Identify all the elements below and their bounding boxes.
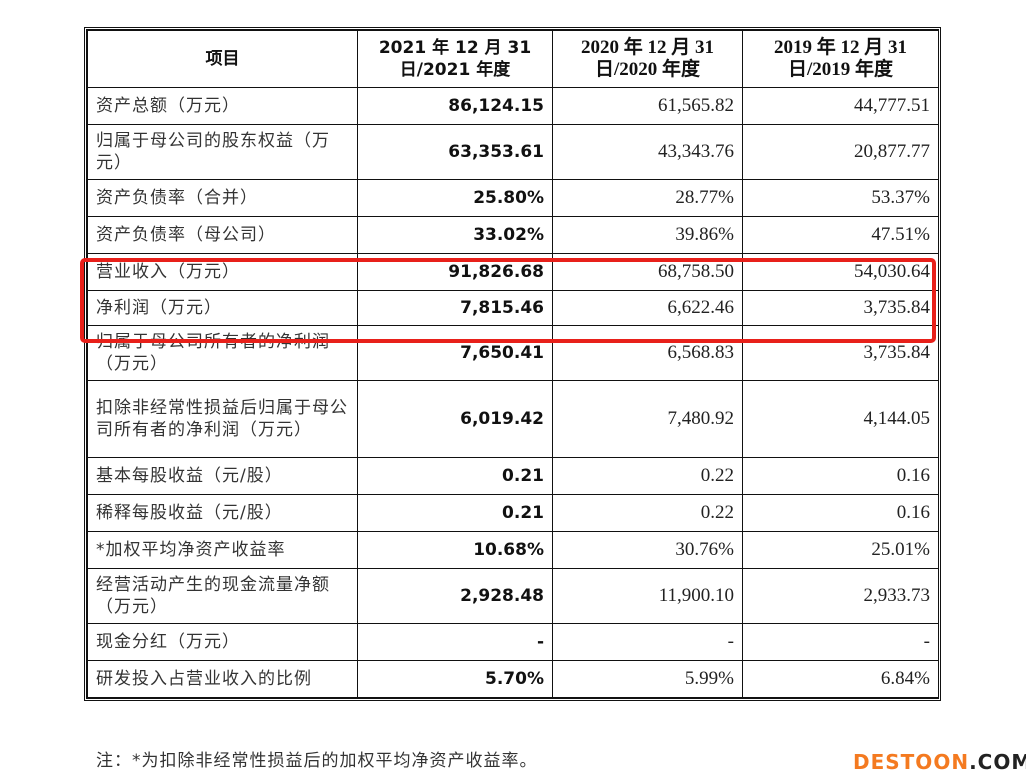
value-2019: 2,933.73 bbox=[742, 568, 939, 624]
value-2021: 5.70% bbox=[357, 660, 553, 698]
value-2020: 5.99% bbox=[552, 660, 743, 698]
table-row-revenue: 营业收入（万元） 91,826.68 68,758.50 54,030.64 bbox=[87, 253, 939, 291]
row-label: 现金分红（万元） bbox=[87, 623, 358, 661]
value-2021: 2,928.48 bbox=[357, 568, 553, 624]
value-2020: 11,900.10 bbox=[552, 568, 743, 624]
value-2021: 86,124.15 bbox=[357, 87, 553, 125]
value-2021: 6,019.42 bbox=[357, 380, 553, 458]
table-row: *加权平均净资产收益率 10.68% 30.76% 25.01% bbox=[87, 531, 939, 569]
value-2019: 3,735.84 bbox=[742, 290, 939, 326]
table-row-net-profit: 净利润（万元） 7,815.46 6,622.46 3,735.84 bbox=[87, 290, 939, 326]
header-2020: 2020 年 12 月 31 日/2020 年度 bbox=[552, 30, 743, 88]
value-2020: 6,622.46 bbox=[552, 290, 743, 326]
value-2021: 63,353.61 bbox=[357, 124, 553, 180]
row-label: 资产负债率（合并） bbox=[87, 179, 358, 217]
table-row: 归属于母公司的股东权益（万元） 63,353.61 43,343.76 20,8… bbox=[87, 124, 939, 180]
row-label: 研发投入占营业收入的比例 bbox=[87, 660, 358, 698]
value-2020: 43,343.76 bbox=[552, 124, 743, 180]
value-2020: 39.86% bbox=[552, 216, 743, 254]
value-2021: 7,815.46 bbox=[357, 290, 553, 326]
table-row: 经营活动产生的现金流量净额（万元） 2,928.48 11,900.10 2,9… bbox=[87, 568, 939, 624]
header-2019: 2019 年 12 月 31 日/2019 年度 bbox=[742, 30, 939, 88]
value-2019: 53.37% bbox=[742, 179, 939, 217]
watermark-brand: DESTOON bbox=[853, 750, 970, 774]
value-2021: 91,826.68 bbox=[357, 253, 553, 291]
row-label: 稀释每股收益（元/股） bbox=[87, 494, 358, 532]
value-2020: 7,480.92 bbox=[552, 380, 743, 458]
value-2019: 25.01% bbox=[742, 531, 939, 569]
value-2021: 0.21 bbox=[357, 494, 553, 532]
header-item: 项目 bbox=[87, 30, 358, 88]
value-2019: - bbox=[742, 623, 939, 661]
table-row: 研发投入占营业收入的比例 5.70% 5.99% 6.84% bbox=[87, 660, 939, 698]
row-label: 归属于母公司的股东权益（万元） bbox=[87, 124, 358, 180]
header-2021: 2021 年 12 月 31 日/2021 年度 bbox=[357, 30, 553, 88]
value-2021: 33.02% bbox=[357, 216, 553, 254]
value-2019: 3,735.84 bbox=[742, 325, 939, 381]
footnote: 注：*为扣除非经常性损益后的加权平均净资产收益率。 bbox=[96, 751, 538, 771]
value-2021: 25.80% bbox=[357, 179, 553, 217]
value-2019: 44,777.51 bbox=[742, 87, 939, 125]
value-2020: - bbox=[552, 623, 743, 661]
watermark-tld: .COM bbox=[969, 750, 1026, 774]
value-2021: 10.68% bbox=[357, 531, 553, 569]
value-2020: 30.76% bbox=[552, 531, 743, 569]
row-label: 归属于母公司所有者的净利润（万元） bbox=[87, 325, 358, 381]
value-2020: 61,565.82 bbox=[552, 87, 743, 125]
value-2019: 0.16 bbox=[742, 457, 939, 495]
value-2019: 54,030.64 bbox=[742, 253, 939, 291]
row-label: 基本每股收益（元/股） bbox=[87, 457, 358, 495]
value-2020: 0.22 bbox=[552, 494, 743, 532]
table-row: 基本每股收益（元/股） 0.21 0.22 0.16 bbox=[87, 457, 939, 495]
value-2019: 0.16 bbox=[742, 494, 939, 532]
value-2021: 0.21 bbox=[357, 457, 553, 495]
table-row: 现金分红（万元） - - - bbox=[87, 623, 939, 661]
table-row: 扣除非经常性损益后归属于母公司所有者的净利润（万元） 6,019.42 7,48… bbox=[87, 380, 939, 458]
value-2019: 20,877.77 bbox=[742, 124, 939, 180]
row-label: 营业收入（万元） bbox=[87, 253, 358, 291]
row-label: 资产总额（万元） bbox=[87, 87, 358, 125]
value-2020: 68,758.50 bbox=[552, 253, 743, 291]
row-label: 净利润（万元） bbox=[87, 290, 358, 326]
value-2019: 47.51% bbox=[742, 216, 939, 254]
value-2019: 4,144.05 bbox=[742, 380, 939, 458]
value-2020: 0.22 bbox=[552, 457, 743, 495]
row-label: 扣除非经常性损益后归属于母公司所有者的净利润（万元） bbox=[87, 380, 358, 458]
value-2020: 6,568.83 bbox=[552, 325, 743, 381]
table-row: 资产负债率（母公司） 33.02% 39.86% 47.51% bbox=[87, 216, 939, 254]
value-2019: 6.84% bbox=[742, 660, 939, 698]
table-row: 归属于母公司所有者的净利润（万元） 7,650.41 6,568.83 3,73… bbox=[87, 325, 939, 381]
table-row: 资产总额（万元） 86,124.15 61,565.82 44,777.51 bbox=[87, 87, 939, 125]
row-label: 经营活动产生的现金流量净额（万元） bbox=[87, 568, 358, 624]
row-label: 资产负债率（母公司） bbox=[87, 216, 358, 254]
value-2021: - bbox=[357, 623, 553, 661]
financial-summary-table: 项目 2021 年 12 月 31 日/2021 年度 2020 年 12 月 3… bbox=[84, 27, 941, 701]
table-row: 资产负债率（合并） 25.80% 28.77% 53.37% bbox=[87, 179, 939, 217]
value-2021: 7,650.41 bbox=[357, 325, 553, 381]
row-label: *加权平均净资产收益率 bbox=[87, 531, 358, 569]
watermark-logo: DESTOON.COM bbox=[853, 750, 1026, 774]
value-2020: 28.77% bbox=[552, 179, 743, 217]
table-row: 稀释每股收益（元/股） 0.21 0.22 0.16 bbox=[87, 494, 939, 532]
table-header-row: 项目 2021 年 12 月 31 日/2021 年度 2020 年 12 月 3… bbox=[87, 30, 939, 88]
